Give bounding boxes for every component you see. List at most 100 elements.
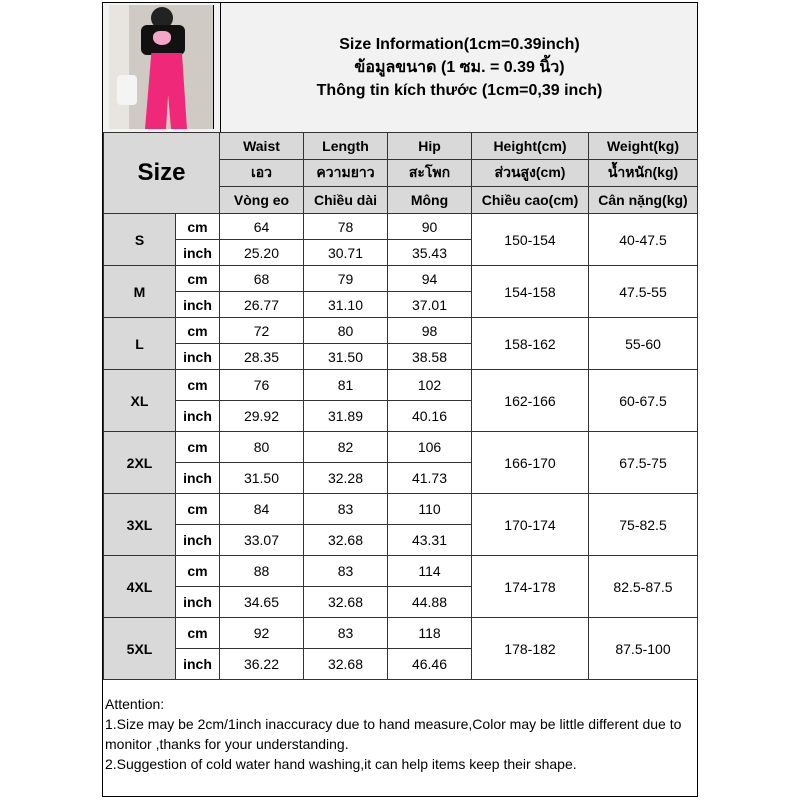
cm-value: 94: [387, 265, 472, 292]
inch-value: 31.10: [303, 291, 388, 318]
cm-value: 72: [219, 317, 304, 344]
inch-value: 28.35: [219, 343, 304, 370]
attention-line: 2.Suggestion of cold water hand washing,…: [105, 756, 577, 772]
table-row: inch 34.65 32.68 44.88: [104, 586, 698, 618]
table-row: inch 28.35 31.50 38.58: [104, 343, 698, 370]
size-label: 5XL: [103, 617, 176, 680]
column-header: Cân nặng(kg): [588, 186, 698, 214]
unit-label: inch: [175, 462, 220, 494]
size-label: XL: [103, 369, 176, 432]
cm-value: 114: [387, 555, 472, 587]
column-header: Waist: [219, 132, 304, 160]
inch-value: 36.22: [219, 648, 304, 680]
unit-label: inch: [175, 400, 220, 432]
inch-value: 32.68: [303, 524, 388, 556]
size-label: L: [103, 317, 176, 370]
inch-value: 32.68: [303, 648, 388, 680]
size-label: M: [103, 265, 176, 318]
unit-label: cm: [175, 265, 220, 292]
size-table: Size Waist Length Hip Height(cm) Weight(kg) เอ…: [103, 132, 698, 680]
chart-title: Size Information(1cm=0.39inch) ข้อมูลขนา…: [220, 3, 698, 132]
chart-header: Size Information(1cm=0.39inch) ข้อมูลขนา…: [103, 3, 697, 134]
size-header: Size: [103, 132, 220, 214]
inch-value: 44.88: [387, 586, 472, 618]
weight-range: 87.5-100: [588, 617, 698, 680]
inch-value: 31.89: [303, 400, 388, 432]
column-header: Vòng eo: [219, 186, 304, 214]
cm-value: 79: [303, 265, 388, 292]
inch-value: 29.92: [219, 400, 304, 432]
size-label: 3XL: [103, 493, 176, 556]
table-row: 3XL cm 84 83 110 170-174 75-82.5: [103, 493, 698, 556]
column-header: Chiều dài: [303, 186, 388, 214]
cm-value: 81: [303, 369, 388, 401]
unit-label: inch: [175, 586, 220, 618]
cm-value: 83: [303, 493, 388, 525]
size-label: S: [103, 213, 176, 266]
table-row: inch 29.92 31.89 40.16: [104, 400, 698, 432]
inch-value: 30.71: [303, 239, 388, 266]
cm-value: 64: [219, 213, 304, 240]
column-header: ความยาว: [303, 159, 388, 187]
table-row: 4XL cm 88 83 114 174-178 82.5-87.5: [103, 555, 698, 618]
title-thai: ข้อมูลขนาด (1 ซม. = 0.39 นิ้ว): [354, 59, 565, 76]
cm-value: 68: [219, 265, 304, 292]
column-header: Weight(kg): [588, 132, 698, 160]
cm-value: 76: [219, 369, 304, 401]
cm-value: 80: [303, 317, 388, 344]
title-english: Size Information(1cm=0.39inch): [339, 36, 580, 53]
size-label: 4XL: [103, 555, 176, 618]
cm-value: 118: [387, 617, 472, 649]
product-photo: [109, 5, 214, 129]
inch-value: 35.43: [387, 239, 472, 266]
table-row: inch 31.50 32.28 41.73: [104, 462, 698, 494]
inch-value: 46.46: [387, 648, 472, 680]
height-range: 154-158: [471, 265, 589, 318]
height-range: 166-170: [471, 431, 589, 494]
inch-value: 25.20: [219, 239, 304, 266]
table-row: XL cm 76 81 102 162-166 60-67.5: [103, 369, 698, 432]
cm-value: 102: [387, 369, 472, 401]
unit-label: inch: [175, 239, 220, 266]
height-range: 162-166: [471, 369, 589, 432]
unit-label: cm: [175, 555, 220, 587]
inch-value: 41.73: [387, 462, 472, 494]
inch-value: 32.28: [303, 462, 388, 494]
column-header: Mông: [387, 186, 472, 214]
cm-value: 83: [303, 617, 388, 649]
weight-range: 55-60: [588, 317, 698, 370]
inch-value: 40.16: [387, 400, 472, 432]
unit-label: inch: [175, 524, 220, 556]
inch-value: 31.50: [303, 343, 388, 370]
cm-value: 110: [387, 493, 472, 525]
unit-label: cm: [175, 317, 220, 344]
weight-range: 75-82.5: [588, 493, 698, 556]
cm-value: 88: [219, 555, 304, 587]
inch-value: 26.77: [219, 291, 304, 318]
header-row: Size Waist Length Hip Height(cm) Weight(kg): [103, 132, 698, 214]
unit-label: inch: [175, 291, 220, 318]
inch-value: 33.07: [219, 524, 304, 556]
unit-label: inch: [175, 648, 220, 680]
unit-label: cm: [175, 431, 220, 463]
attention-line: 1.Size may be 2cm/1inch inaccuracy due t…: [105, 716, 682, 752]
unit-label: inch: [175, 343, 220, 370]
height-range: 178-182: [471, 617, 589, 680]
cm-value: 106: [387, 431, 472, 463]
column-header: สะโพก: [387, 159, 472, 187]
unit-label: cm: [175, 493, 220, 525]
size-label: 2XL: [103, 431, 176, 494]
unit-label: cm: [175, 369, 220, 401]
weight-range: 40-47.5: [588, 213, 698, 266]
attention-heading: Attention:: [105, 696, 165, 712]
header-row: Vòng eo Chiều dài Mông Chiều cao(cm) Cân nặn…: [104, 186, 698, 214]
cm-value: 83: [303, 555, 388, 587]
weight-range: 67.5-75: [588, 431, 698, 494]
attention-notes: Attention: 1.Size may be 2cm/1inch inacc…: [103, 694, 697, 774]
column-header: น้ำหนัก(kg): [588, 159, 698, 187]
cm-value: 98: [387, 317, 472, 344]
table-row: inch 25.20 30.71 35.43: [104, 239, 698, 266]
